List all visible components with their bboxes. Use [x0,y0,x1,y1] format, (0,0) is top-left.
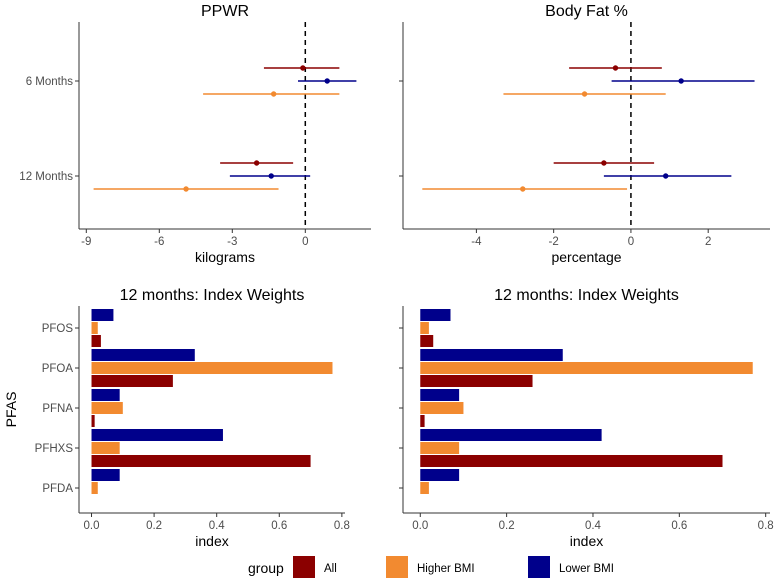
point-lower-bmi-6-months [324,78,330,84]
point-lower-bmi-6-months [678,78,684,84]
x-tick-label: 0.8 [758,520,774,532]
y-tick-label: PFHXS [35,443,74,455]
bar-all-pfna [91,415,95,427]
bar-higher-bmi-pfda [91,482,98,494]
bar-higher-bmi-pfda [420,482,429,494]
x-tick-label: 0.6 [671,520,687,532]
x-axis-label: percentage [551,249,621,265]
bar-higher-bmi-pfos [91,322,98,334]
chart-title: 12 months: Index Weights [494,287,679,304]
bar-all-pfoa [420,375,533,387]
bar-all-pfoa [91,375,173,387]
index-weights-right-panel: 12 months: Index Weights index 0.0 0.2 0.4 0.… [399,287,774,549]
legend: group All Higher BMI Lower BMI [248,556,614,578]
bar-higher-bmi-pfos [420,322,429,334]
y-tick-label: 6 Months [26,76,74,88]
legend-swatch-all [293,556,315,578]
point-higher-bmi-6-months [270,91,277,97]
x-tick-label: 0 [628,236,634,248]
x-axis-label: kilograms [195,249,255,265]
x-tick-label: 0.4 [585,520,602,532]
bar-higher-bmi-pfhxs [91,442,120,454]
x-tick-label: 0.8 [334,520,350,532]
x-tick-label: 0 [302,236,308,248]
x-tick-label: -2 [549,236,559,248]
bar-lower-bmi-pfda [420,469,460,481]
point-all-12-months [601,160,607,166]
x-tick-label: -3 [227,236,237,248]
x-tick-label: 0.6 [271,520,287,532]
body-fat-panel: Body Fat % percentage -4 -2 0 2 [399,3,770,265]
point-higher-bmi-12-months [520,186,526,192]
bar-lower-bmi-pfos [420,309,451,321]
point-lower-bmi-12-months [662,173,669,179]
y-tick-label: PFDA [42,483,73,495]
index-weights-left-panel: 12 months: Index Weights index 0.0 0.2 0.4 0.… [3,287,350,549]
x-tick-label: -9 [81,236,91,248]
x-tick-label: 0.0 [84,520,100,532]
point-all-12-months [253,160,260,166]
bar-all-pfna [420,415,425,427]
x-tick-label: 0.2 [499,520,515,532]
bar-lower-bmi-pfoa [420,349,563,361]
bar-higher-bmi-pfna [91,402,123,414]
bar-lower-bmi-pfhxs [420,429,602,441]
bar-lower-bmi-pfna [420,389,460,401]
point-higher-bmi-12-months [183,186,189,192]
x-axis-label: index [195,533,228,549]
ppwr-panel: PPWR kilograms -9 -6 -3 0 6 Months 12 Months [19,3,371,265]
legend-label-lower-bmi: Lower BMI [559,563,614,575]
bar-higher-bmi-pfna [420,402,464,414]
x-tick-label: 2 [705,236,711,248]
chart-title: Body Fat % [545,3,628,20]
x-tick-label: 0.2 [146,520,162,532]
bar-higher-bmi-pfoa [91,362,333,374]
bar-lower-bmi-pfhxs [91,429,223,441]
bar-lower-bmi-pfda [91,469,120,481]
y-tick-label: PFOS [42,323,74,335]
bar-all-pfos [91,335,101,347]
bar-lower-bmi-pfna [91,389,120,401]
bar-lower-bmi-pfoa [91,349,195,361]
point-higher-bmi-6-months [581,91,588,97]
bar-higher-bmi-pfhxs [420,442,460,454]
y-tick-label: PFOA [42,363,74,375]
x-axis-label: index [570,533,603,549]
bar-higher-bmi-pfoa [420,362,753,374]
x-tick-label: 0.4 [209,520,226,532]
legend-label-higher-bmi: Higher BMI [417,563,475,575]
bar-lower-bmi-pfos [91,309,114,321]
bar-all-pfos [420,335,434,347]
point-lower-bmi-12-months [268,173,274,179]
chart-title: 12 months: Index Weights [120,287,305,304]
point-all-6-months [612,65,619,71]
x-tick-label: -4 [471,236,482,248]
y-axis-label: PFAS [3,392,19,428]
y-tick-label: 12 Months [19,171,73,183]
point-all-6-months [300,65,306,71]
x-tick-label: 0.0 [412,520,428,532]
chart-title: PPWR [201,3,249,20]
x-tick-label: -6 [154,236,164,248]
y-tick-label: PFNA [42,403,73,415]
legend-swatch-lower-bmi [528,556,550,578]
legend-label-all: All [324,563,337,575]
legend-title: group [248,560,284,576]
bar-all-pfhxs [91,455,311,467]
bar-all-pfhxs [420,455,723,467]
legend-swatch-higher-bmi [386,556,408,578]
